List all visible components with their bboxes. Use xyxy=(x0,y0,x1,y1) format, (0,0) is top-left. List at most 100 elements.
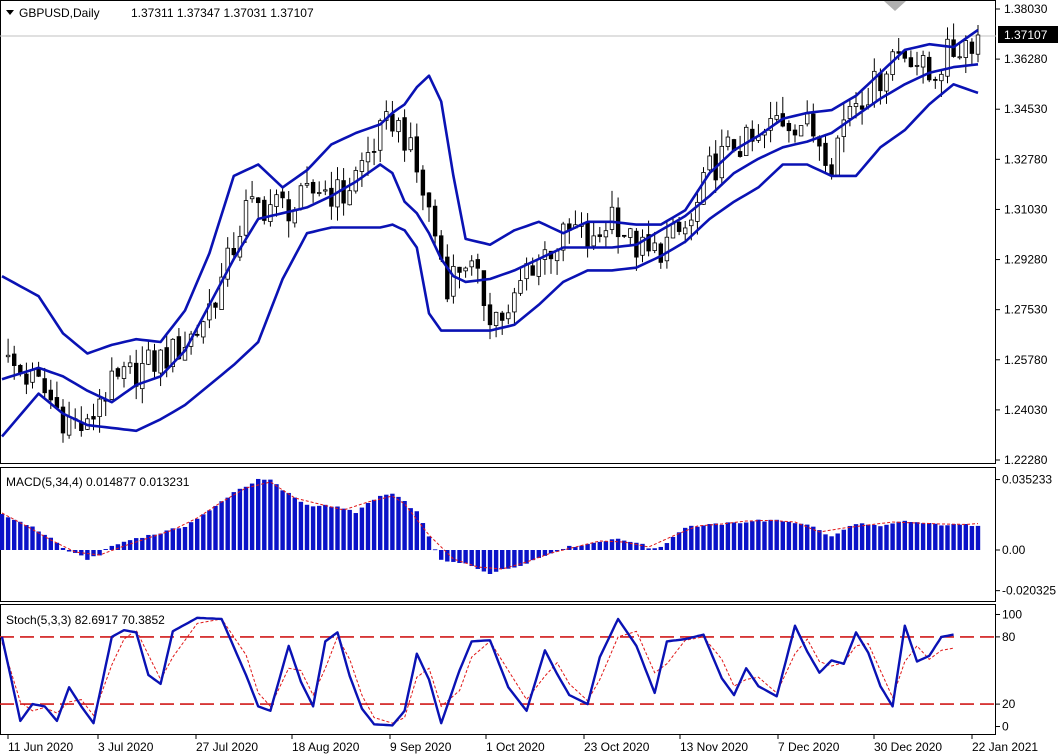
candle xyxy=(146,340,151,366)
candle xyxy=(414,123,419,183)
macd-bar xyxy=(872,524,877,550)
candle xyxy=(908,50,914,68)
macd-bar xyxy=(597,541,602,550)
candle-body xyxy=(408,137,413,151)
macd-bar xyxy=(713,523,718,550)
macd-bar xyxy=(750,521,755,550)
bollinger-lower-line xyxy=(1,83,979,438)
candle-body xyxy=(225,247,230,280)
macd-bar xyxy=(683,527,688,550)
candle-body xyxy=(323,189,328,192)
candle-body xyxy=(274,194,279,207)
candle-body xyxy=(945,38,950,77)
macd-bar xyxy=(902,520,907,550)
candle xyxy=(920,50,926,84)
candle xyxy=(652,231,657,254)
stoch-tick-label: 80 xyxy=(1002,630,1016,644)
candle-body xyxy=(91,416,96,420)
candle-body xyxy=(695,201,700,222)
macd-bar xyxy=(341,508,346,550)
candle-body xyxy=(426,192,432,208)
candle xyxy=(347,177,352,206)
macd-bar xyxy=(445,550,450,562)
candle xyxy=(219,263,224,310)
price-tick-label: 1.34530 xyxy=(1004,102,1048,116)
macd-bar xyxy=(634,542,639,550)
macd-bar xyxy=(134,538,139,550)
candle-body xyxy=(146,349,151,365)
candle-body xyxy=(554,250,560,262)
candle-body xyxy=(11,353,17,366)
candle xyxy=(152,343,157,380)
macd-tick-label: 0.00 xyxy=(1002,543,1026,557)
candle-body xyxy=(707,155,712,171)
macd-bar xyxy=(969,526,975,550)
macd-bar xyxy=(878,526,883,550)
time-tick-label: 18 Aug 2020 xyxy=(292,740,360,754)
candle-body xyxy=(487,304,493,326)
candle xyxy=(499,310,505,335)
macd-bar xyxy=(493,550,499,572)
candle-body xyxy=(798,125,804,137)
candle-body xyxy=(121,366,127,379)
candle xyxy=(451,254,456,304)
candle-body xyxy=(402,117,407,151)
candle xyxy=(262,196,267,225)
macd-bar xyxy=(42,534,47,550)
candle-body xyxy=(24,373,29,385)
candle xyxy=(213,301,218,319)
macd-bar xyxy=(762,521,767,550)
candle xyxy=(225,237,230,287)
candle-body xyxy=(646,234,651,252)
candle xyxy=(371,138,377,166)
candles xyxy=(5,23,981,443)
candle-body xyxy=(414,136,419,173)
candle xyxy=(243,189,249,244)
candle xyxy=(835,135,840,177)
candle xyxy=(725,130,731,151)
macd-bar xyxy=(292,497,297,550)
macd-bar xyxy=(866,524,871,550)
candle-body xyxy=(750,128,755,142)
price-panel[interactable] xyxy=(0,0,996,464)
macd-bar xyxy=(225,497,230,550)
candle-body xyxy=(109,370,114,400)
macd-bar xyxy=(927,523,932,550)
macd-bar xyxy=(402,501,407,550)
macd-bar xyxy=(268,479,273,550)
time-axis: 11 Jun 2020 3 Jul 2020 27 Jul 2020 18 Aug 2… xyxy=(7,735,1038,754)
macd-bar xyxy=(329,506,334,550)
macd-bar xyxy=(231,492,236,550)
candle-body xyxy=(140,362,145,390)
candle xyxy=(341,168,346,216)
candle-body xyxy=(365,152,371,163)
candle xyxy=(469,255,474,276)
macd-bar xyxy=(85,550,90,560)
candle-body xyxy=(640,236,645,256)
macd-bar xyxy=(817,530,822,550)
macd-bar xyxy=(213,505,218,550)
candle xyxy=(377,118,383,163)
price-tick-label: 1.36280 xyxy=(1004,52,1048,66)
macd-bar xyxy=(390,493,395,550)
macd-bar xyxy=(896,521,901,550)
macd-bar xyxy=(676,532,682,550)
stoch-title: Stoch(5,3,3) 82.6917 70.3852 xyxy=(6,613,165,627)
candle xyxy=(774,101,779,125)
candle-body xyxy=(304,183,310,186)
candle-body xyxy=(170,338,175,368)
bollinger-middle-line xyxy=(1,63,979,404)
candle xyxy=(140,346,145,404)
candle-body xyxy=(585,222,590,248)
macd-bar xyxy=(396,496,401,550)
candle xyxy=(5,338,11,363)
macd-bar xyxy=(658,546,663,550)
macd-bar xyxy=(347,509,352,550)
macd-bar xyxy=(103,549,108,550)
menu-triangle-icon[interactable] xyxy=(6,10,14,15)
shift-marker-icon[interactable] xyxy=(884,1,906,11)
macd-bar xyxy=(54,542,60,550)
macd-bar xyxy=(890,523,895,550)
candle-body xyxy=(262,199,267,221)
